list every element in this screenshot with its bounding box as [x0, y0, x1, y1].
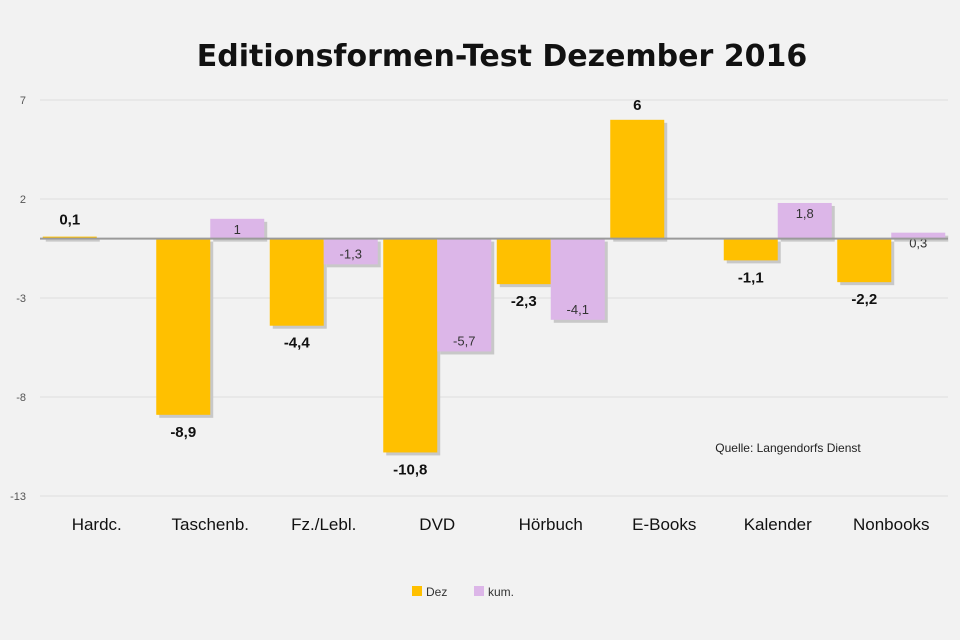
legend-swatch — [412, 586, 422, 596]
x-tick-label: Taschenb. — [172, 515, 250, 534]
x-tick-label: Fz./Lebl. — [291, 515, 356, 534]
axes: 7 2 -3 -8 -13 Hardc. Taschenb. Fz./Lebl. DVD Hörb… — [10, 95, 948, 534]
data-label: -1,1 — [738, 269, 764, 286]
bar-dez-3 — [383, 238, 438, 453]
data-label: 1,8 — [796, 206, 814, 221]
legend-label: Dez — [426, 585, 447, 599]
y-tick-label: -3 — [16, 293, 26, 305]
x-tick-label: E-Books — [632, 515, 696, 534]
data-label: 6 — [633, 97, 641, 114]
legend-label: kum. — [488, 585, 514, 599]
bar-kum-3 — [437, 238, 492, 352]
bar-kum-4 — [550, 238, 605, 320]
source-note: Quelle: Langendorfs Dienst — [715, 441, 861, 455]
legend: Dez kum. — [412, 585, 514, 599]
data-label: -5,7 — [453, 333, 475, 348]
bar-dez-5 — [610, 119, 665, 239]
x-tick-label: Nonbooks — [853, 515, 930, 534]
data-label: 0,1 — [59, 212, 80, 229]
x-tick-label: DVD — [419, 515, 455, 534]
bars — [42, 119, 949, 456]
data-label: -10,8 — [393, 461, 427, 478]
data-label: -2,3 — [511, 293, 537, 310]
bar-dez-4 — [496, 238, 551, 285]
x-tick-label: Hardc. — [72, 515, 122, 534]
y-tick-label: 7 — [20, 95, 26, 107]
y-tick-label: -8 — [16, 392, 26, 404]
x-tick-label: Kalender — [744, 515, 812, 534]
bar-dez-1 — [156, 238, 211, 415]
y-tick-label: 2 — [20, 194, 26, 206]
data-label: -2,2 — [851, 291, 877, 308]
data-label: -1,3 — [340, 246, 362, 261]
legend-swatch — [474, 586, 484, 596]
x-tick-label: Hörbuch — [519, 515, 583, 534]
bar-kum-7 — [891, 232, 946, 239]
data-label: -4,1 — [567, 302, 589, 317]
chart-title: Editionsformen-Test Dezember 2016 — [197, 39, 808, 74]
bar-shadow — [45, 239, 100, 242]
bar-kum-6 — [777, 202, 832, 239]
bar-kum-1 — [210, 218, 265, 239]
bar-dez-7 — [837, 238, 892, 283]
data-label: 1 — [234, 222, 241, 237]
y-tick-label: -13 — [10, 491, 26, 503]
bar-kum-2 — [323, 238, 378, 265]
data-label: -4,4 — [284, 335, 311, 352]
bar-dez-2 — [269, 238, 324, 326]
data-label: -8,9 — [170, 424, 196, 441]
bar-dez-6 — [723, 238, 778, 261]
